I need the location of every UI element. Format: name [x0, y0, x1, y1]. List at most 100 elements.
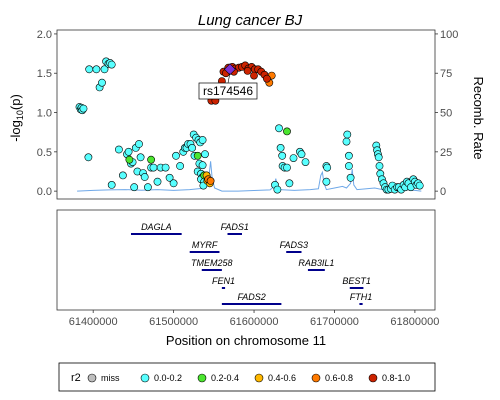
snp-point: [278, 151, 287, 160]
snp-point: [140, 173, 149, 181]
snp-point: [342, 137, 351, 146]
legend-label: 0.6-0.8: [325, 373, 353, 383]
right-y-tick-label: 100: [440, 29, 458, 41]
right-y-tick-label: 25: [440, 147, 452, 159]
left-y-axis-label-prefix: -log: [8, 120, 23, 142]
gene-label: FADS3: [280, 240, 308, 250]
snp-point: [415, 181, 424, 190]
x-tick-label: 61800000: [390, 316, 439, 328]
x-tick-label: 61700000: [310, 316, 359, 328]
gene-label: RAB3IL1: [298, 258, 334, 268]
legend-items: miss 0.0-0.2 0.2-0.4 0.4-0.6 0.6-0.8 0.8-1.0: [87, 373, 410, 383]
snp-point: [297, 150, 306, 159]
association-panel-border: [56, 29, 436, 200]
legend-title: r2: [71, 372, 81, 384]
association-panel: rs174546 0.0 0.5 1.0 1.5 2.0 0 25 50 75 100: [37, 29, 458, 200]
snp-point: [343, 130, 352, 139]
x-axis-label: Position on chromosome 11: [166, 333, 326, 348]
snp-point: [374, 153, 383, 162]
gene-label: FADS1: [221, 222, 249, 232]
lead-snp-label: rs174546: [203, 84, 253, 98]
snp-point: [198, 136, 207, 144]
snp-point: [176, 162, 184, 170]
gene-label: BEST1: [342, 276, 371, 286]
snp-point: [346, 173, 355, 182]
snp-point: [119, 171, 127, 180]
x-axis: 61400000 61500000 61600000 61700000 61800000: [69, 310, 439, 328]
gene-label: DAGLA: [141, 222, 172, 232]
snp-point: [169, 179, 178, 188]
snp-point: [301, 158, 310, 166]
left-y-tick-label: 2.0: [37, 29, 52, 41]
snp-point: [92, 65, 101, 74]
legend-swatch: [254, 373, 264, 383]
gene-label: FADS2: [237, 292, 265, 302]
snp-point: [243, 67, 252, 75]
legend-swatch: [311, 373, 321, 383]
snp-point: [283, 127, 291, 136]
left-y-axis-label: -log10(p): [8, 94, 25, 142]
snp-point: [344, 151, 353, 160]
left-y-axis-label-suffix: (p): [8, 94, 23, 110]
snp-point: [289, 154, 298, 162]
left-y-tick-label: 0.0: [37, 186, 52, 198]
snp-point: [125, 155, 134, 164]
snp-point: [250, 71, 258, 80]
legend-swatch: [87, 373, 97, 383]
gene-label: FEN1: [212, 276, 235, 286]
right-y-tick-label: 50: [440, 108, 452, 120]
recombination-rate-line: [77, 161, 422, 192]
right-y-tick-label: 75: [440, 68, 452, 80]
snp-point: [135, 140, 143, 148]
snp-point: [124, 147, 133, 156]
snp-point: [147, 155, 155, 164]
left-y-axis-label-subscript: 10: [15, 110, 25, 120]
snp-point: [273, 185, 282, 194]
legend-swatch: [197, 373, 207, 383]
gene-label: MYRF: [192, 240, 218, 250]
snp-points-layer: [75, 57, 424, 194]
snp-point: [136, 153, 145, 162]
snp-point: [188, 143, 196, 152]
snp-point: [344, 162, 353, 170]
snp-point: [161, 163, 170, 172]
gene-label: TMEM258: [191, 258, 233, 268]
legend-label: miss: [101, 373, 120, 383]
r2-legend: r2 miss 0.0-0.2 0.2-0.4 0.4-0.6 0.6-0.8 0.8-1…: [58, 362, 436, 392]
lead-snp-callout-box: [198, 82, 258, 100]
x-tick-label: 61600000: [230, 316, 279, 328]
gene-label: FTH1: [350, 292, 373, 302]
legend-swatch: [368, 373, 378, 383]
x-tick-label: 61500000: [149, 316, 198, 328]
snp-point: [130, 183, 139, 192]
left-y-tick-label: 1.5: [37, 68, 52, 80]
snp-point: [165, 173, 174, 182]
left-y-tick-label: 1.0: [37, 108, 52, 120]
snp-point: [107, 60, 116, 69]
snp-point: [85, 65, 94, 74]
snp-point: [172, 151, 180, 160]
snp-point: [107, 180, 116, 189]
snp-point: [79, 104, 88, 113]
legend-label: 0.4-0.6: [268, 373, 296, 383]
snp-point: [275, 124, 283, 133]
snp-point: [143, 183, 152, 192]
legend-label: 0.2-0.4: [211, 373, 239, 383]
legend-label: 0.8-1.0: [382, 373, 410, 383]
snp-point: [262, 74, 271, 83]
gene-track-panel-border: [56, 209, 436, 311]
snp-point: [153, 177, 162, 186]
x-tick-label: 61400000: [69, 316, 118, 328]
lead-snp-layer: rs174546: [198, 63, 258, 100]
lead-snp-callout-line: [227, 73, 231, 84]
snp-point: [276, 143, 285, 152]
snp-point: [206, 176, 215, 185]
snp-point: [84, 153, 93, 162]
legend-label: 0.0-0.2: [154, 373, 182, 383]
snp-point: [201, 150, 209, 159]
snp-point: [100, 65, 109, 74]
